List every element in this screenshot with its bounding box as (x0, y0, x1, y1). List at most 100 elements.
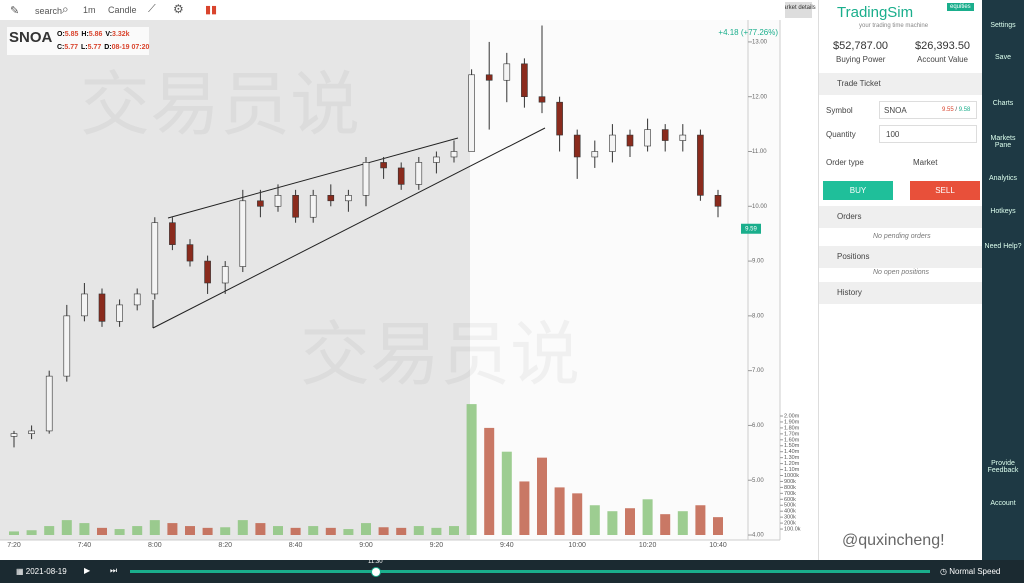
candle-body (591, 151, 599, 158)
indicators-icon[interactable]: ⟋ (148, 3, 156, 15)
date[interactable]: ▦ 2021-08-19 (16, 567, 67, 576)
quantity-input[interactable]: 100 (879, 125, 977, 143)
sidebar-item[interactable]: Charts (992, 100, 1014, 107)
positions[interactable]: Positions (819, 246, 983, 268)
candle-body (63, 315, 71, 377)
candle-body (626, 134, 634, 147)
y-tick-label: 8.00 (752, 313, 764, 319)
volume-bar (537, 457, 547, 535)
settings-icon[interactable]: ⚙ (173, 2, 184, 16)
volume-tick-label: 100.0k (784, 527, 801, 533)
play-button[interactable]: ▶ (84, 566, 91, 575)
y-tick-label: 4.00 (752, 533, 764, 539)
volume-bar (273, 526, 283, 535)
candle-body (45, 375, 53, 432)
x-tick-label: 8:40 (289, 542, 303, 549)
sidebar-item[interactable]: Markets Pane (990, 135, 1016, 149)
candle-body (257, 200, 264, 207)
volume-tick-label: 1000k (784, 473, 799, 479)
volume-bar (501, 451, 512, 535)
account-value-label: Account Value (917, 55, 968, 64)
symbol: SNOA (9, 29, 53, 46)
watermark: @quxincheng! (842, 532, 945, 549)
volume-bar (61, 520, 72, 535)
sidebar-item[interactable]: Analytics (988, 175, 1017, 182)
sell-button[interactable]: SELL (910, 181, 980, 200)
quantity: 100 (886, 130, 900, 139)
market-details-button[interactable] (782, 2, 812, 18)
toolbar: ✎ search ⌕ 1m Candle ⟋ ⚙ ▮▮ (0, 0, 785, 20)
speed[interactable]: ◷ Normal Speed (940, 567, 1001, 576)
sidebar-item[interactable]: Need Help? (984, 243, 1022, 250)
volume-bar (343, 529, 354, 535)
y-tick-label: 10.00 (752, 204, 768, 210)
volume-tick-label: 600k (784, 497, 796, 503)
candle-body (204, 260, 211, 284)
x-tick-label: 8:00 (148, 542, 162, 549)
volume-tick-label: 700k (784, 491, 796, 497)
candle-body (644, 129, 651, 147)
volume-tick-label: 1.90m (784, 419, 800, 425)
candle-body (679, 134, 687, 141)
pencil-icon[interactable]: ✎ (10, 5, 20, 17)
buying-power: $52,787.00 (833, 40, 889, 52)
sidebar-item[interactable]: Provide Feedback (987, 460, 1019, 474)
volume-bar (396, 527, 407, 535)
symbol-value: SNOA (884, 106, 907, 115)
sidebar: Settings Save Charts Markets Pane Analytics H… (982, 0, 1024, 560)
price-tag: 9.59 (745, 226, 757, 232)
sidebar-item[interactable]: Account (990, 500, 1016, 507)
ohlc-info: C:5.77 L:5.77 D:08-19 07:20 (57, 44, 149, 51)
interval[interactable]: 1m (83, 5, 96, 15)
volume-bar (79, 523, 90, 535)
order-type[interactable]: Market (913, 158, 938, 167)
candle-body (345, 195, 352, 202)
candle-body (98, 293, 106, 322)
volume-icon[interactable]: ▮▮ (205, 4, 218, 16)
candle-body (186, 244, 194, 262)
candle-body (380, 162, 387, 169)
candle-body (521, 63, 528, 98)
candle-body (450, 151, 458, 158)
candle-body (433, 156, 440, 163)
style[interactable]: Candle (108, 5, 137, 15)
volume-bar (484, 427, 495, 535)
x-tick-label: 9:20 (430, 542, 444, 549)
x-tick-label: 9:40 (500, 542, 514, 549)
footer: ▦ 2021-08-19 ▶ ⏭ 11:30 ◷ Normal Speed (0, 559, 1024, 583)
timeline[interactable] (130, 570, 930, 573)
skip-button[interactable]: ⏭ (110, 566, 118, 575)
x-tick-label: 9:00 (359, 542, 373, 549)
volume-tick-label: 2.00m (784, 413, 800, 419)
sidebar-item[interactable]: Settings (990, 22, 1016, 29)
timeline-handle[interactable] (371, 567, 381, 577)
volume-bar (642, 499, 653, 535)
sidebar-item[interactable]: Save (995, 54, 1011, 61)
trend-line (167, 137, 459, 219)
candle-body (292, 195, 299, 218)
candle-body (274, 195, 282, 207)
candle-body (239, 200, 247, 267)
volume-bar (202, 527, 213, 535)
search[interactable]: search (35, 6, 63, 16)
history[interactable]: History (819, 282, 983, 304)
candle-body (151, 222, 159, 295)
buy-button[interactable]: BUY (823, 181, 893, 200)
market-details[interactable]: market details (778, 5, 815, 11)
buying-power-label: Buying Power (836, 55, 886, 64)
volume-bar (378, 527, 389, 535)
orders[interactable]: Orders (819, 206, 983, 228)
search-icon[interactable]: ⌕ (62, 2, 69, 16)
sidebar-item[interactable]: Hotkeys (990, 208, 1016, 215)
volume-tick-label: 1.50m (784, 443, 800, 449)
candle-body (573, 134, 581, 158)
volume-tick-label: 900k (784, 479, 796, 485)
volume-bar (713, 517, 723, 535)
candle-body (538, 96, 546, 103)
candle-body (556, 101, 563, 136)
symbol-input[interactable]: SNOA 9.55 / 9.58 (879, 101, 977, 119)
trade-ticket[interactable]: Trade Ticket (819, 73, 983, 95)
chart: 交易员说 交易员说 4.00 5.00 6.00 7.00 8.00 9.00 10.00 1… (0, 2, 816, 549)
candle-body (169, 222, 176, 245)
